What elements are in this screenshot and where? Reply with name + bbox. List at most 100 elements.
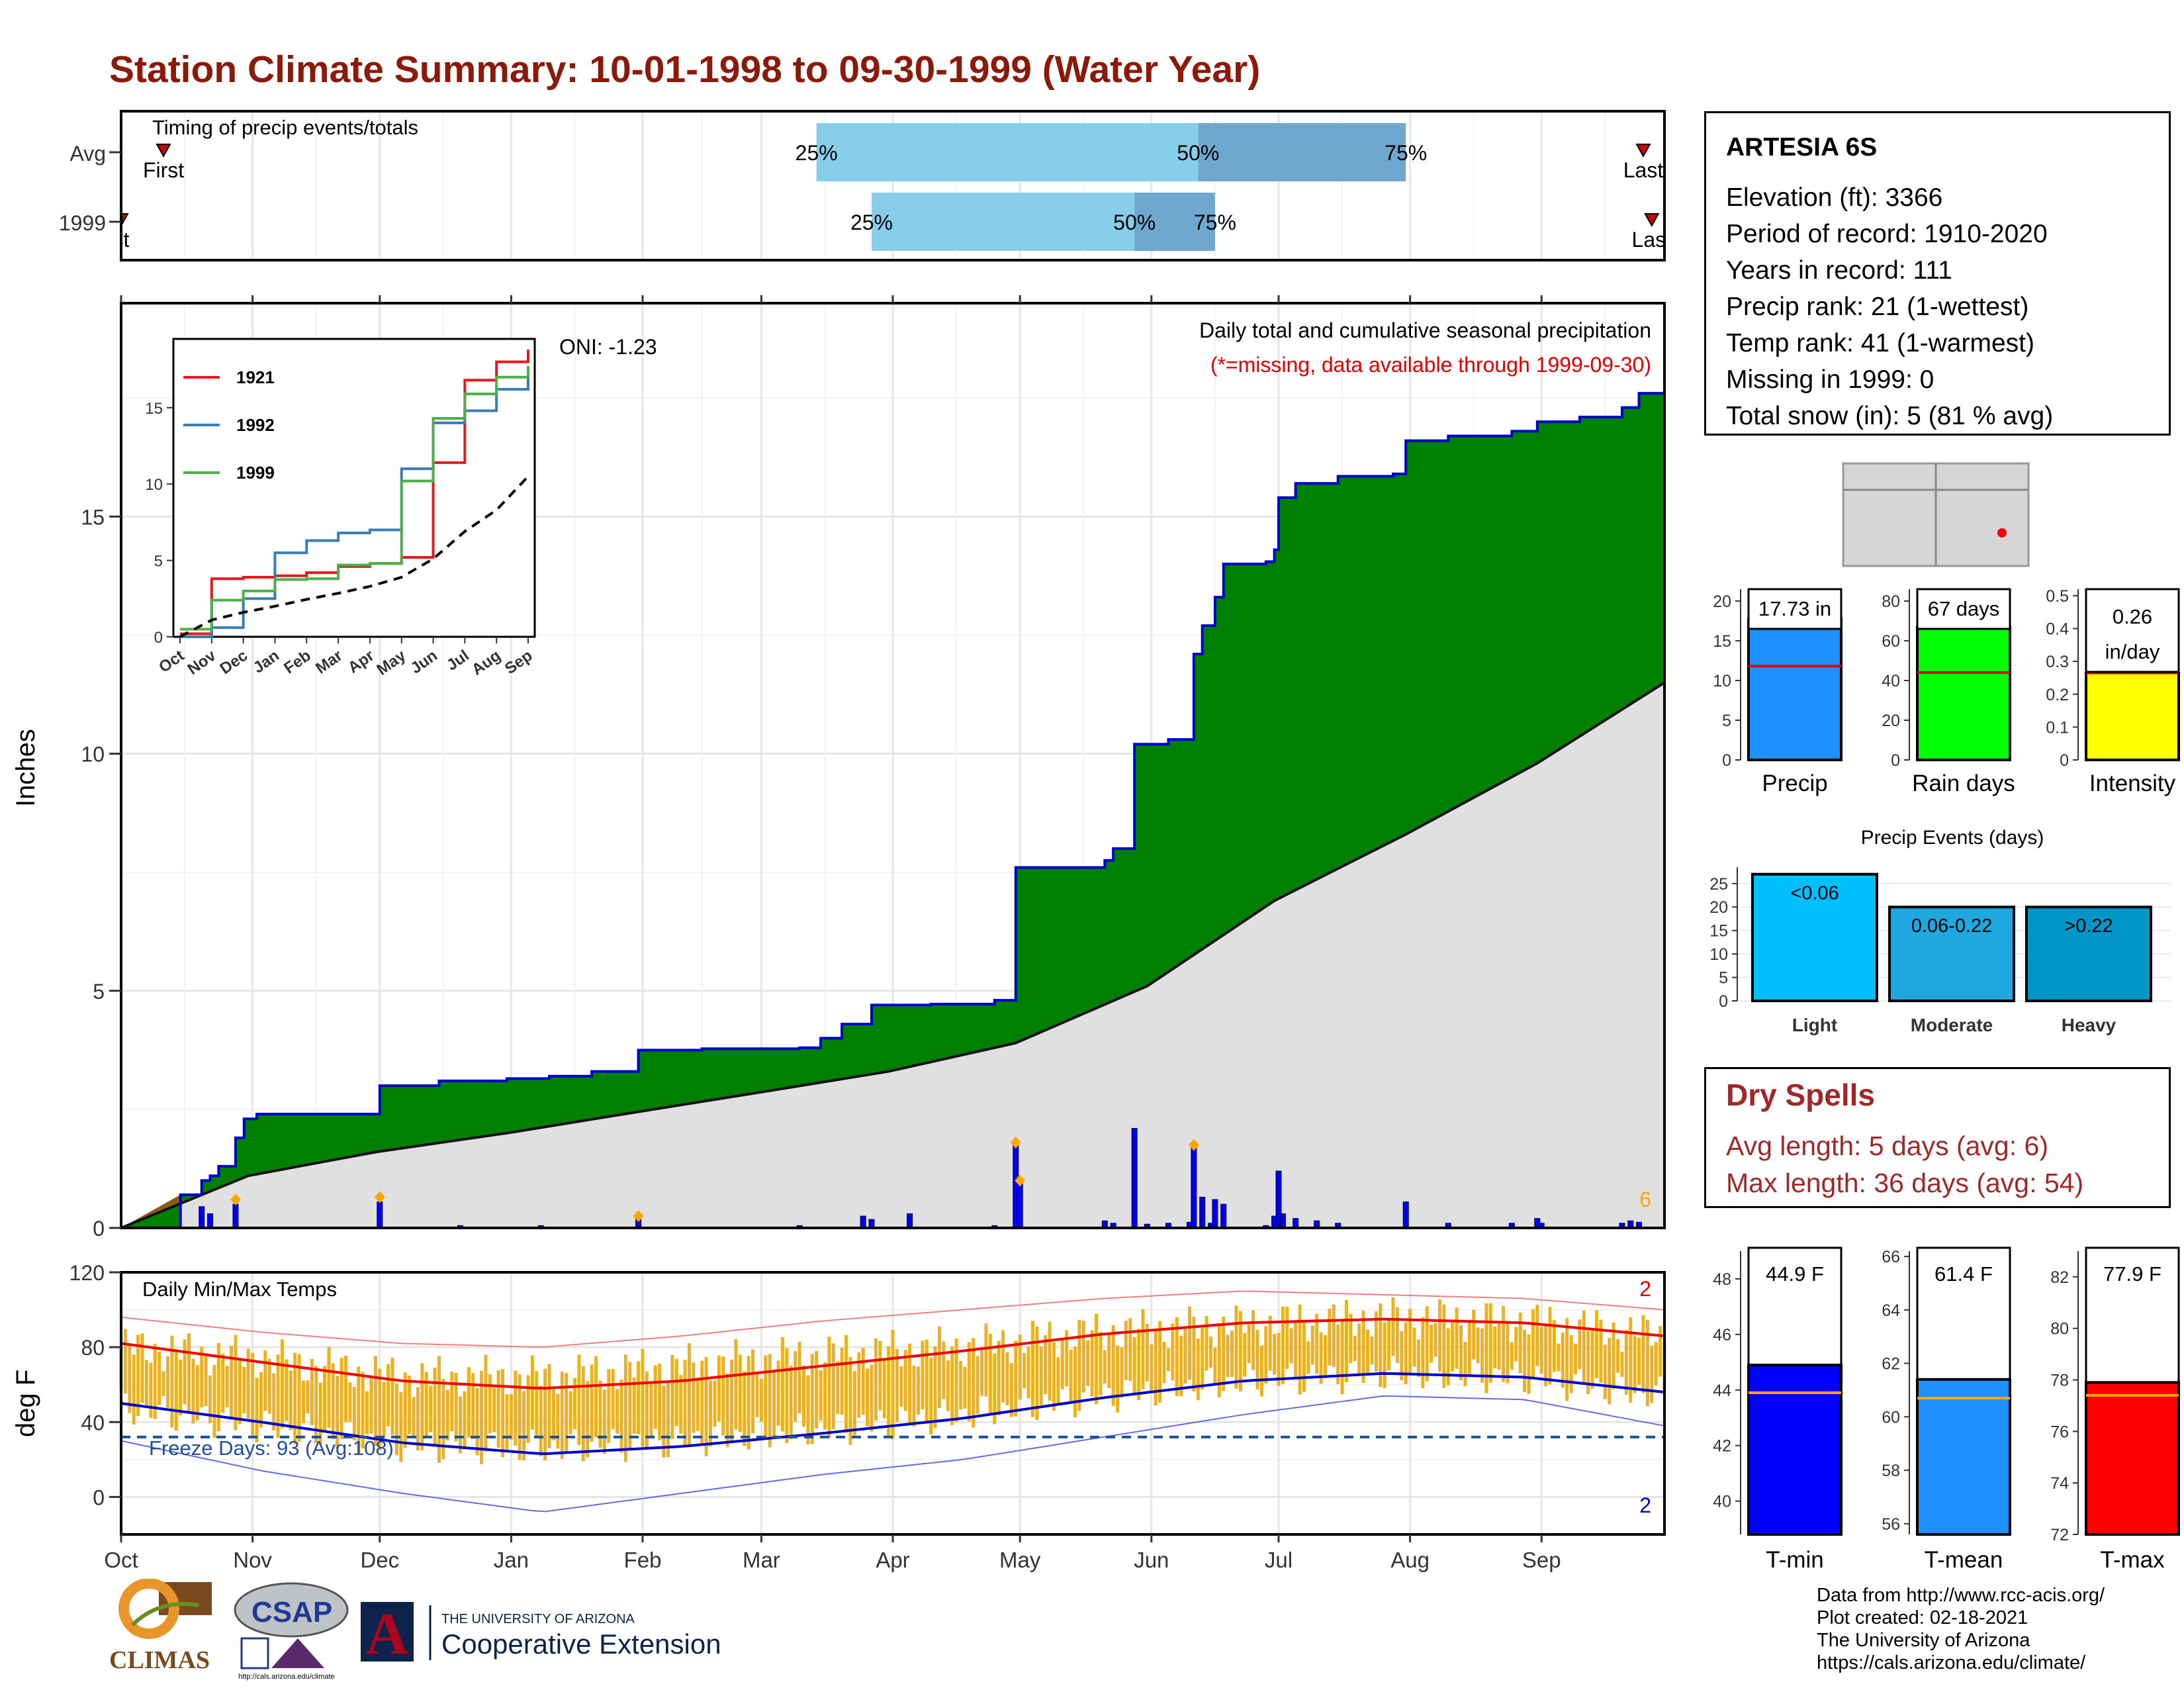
timing-1999-pct-label: 50% [1113,211,1156,234]
timing-1999-last-label: Last [1632,228,1672,252]
precip-events-bar-label: 0.06-0.22 [1911,915,1993,937]
daily-temp-bar [1222,1316,1226,1391]
daily-temp-bar [1366,1329,1370,1375]
daily-temp-bar [526,1375,530,1443]
daily-temp-bar [1476,1327,1480,1364]
daily-temp-bar [509,1393,513,1440]
temp-summary-tick-label: 46 [1713,1326,1731,1344]
daily-temp-bar [153,1343,157,1419]
daily-temp-bar [1192,1317,1196,1391]
daily-temp-bar [976,1356,979,1414]
daily-temp-bar [399,1391,403,1462]
daily-temp-bar [836,1361,840,1415]
daily-temp-bar [1594,1310,1598,1379]
daily-temp-bar [670,1355,674,1439]
daily-temp-bar [1510,1342,1514,1370]
month-axis-label: Feb [624,1548,662,1572]
daily-temp-bar [1383,1322,1387,1388]
precip-events-tick-label: 10 [1709,945,1728,964]
daily-temp-bar [1531,1309,1535,1378]
daily-temp-bar [1573,1343,1577,1375]
daily-temp-bar [471,1373,475,1440]
inset-normal-line [179,475,529,638]
daily-temp-bar [637,1361,641,1434]
daily-temp-bar [1370,1336,1374,1365]
daily-temp-bar [1442,1304,1446,1388]
daily-temp-bar [903,1350,907,1411]
daily-temp-bar [492,1387,496,1432]
inset-series-line-1992 [180,371,529,638]
precip-events-category: Moderate [1911,1015,1993,1035]
daily-temp-bar [887,1346,891,1436]
daily-temp-bar [1132,1336,1136,1395]
temp-count-bottom: 2 [1639,1493,1651,1517]
precip-surplus-area [121,387,1664,1228]
daily-temp-bar [280,1339,284,1429]
precip-count-label: 6 [1639,1188,1651,1211]
precip-events-bar [1888,906,2015,1002]
daily-temp-bar [1247,1324,1251,1364]
daily-temp-bar [285,1359,289,1421]
daily-temp-bar [1548,1307,1552,1385]
precip-deficit-area [121,1194,181,1228]
csap-logo: CSAP http://cals.arizona.edu/climate [234,1582,349,1681]
daily-precip-bar [377,1201,383,1229]
daily-temp-bar [238,1358,242,1425]
record-min-line [120,1395,1665,1513]
daily-temp-bar [734,1339,738,1430]
temp-summary-tick-label: 62 [1882,1355,1900,1374]
daily-temp-bar [912,1366,916,1427]
station-years: Years in record: 111 [1726,256,1952,285]
temp-summary-value: 77.9 F [2103,1262,2161,1286]
daily-temp-bar [522,1391,526,1461]
daily-temp-bar [815,1350,819,1429]
temp-summary-label: T-mean [1925,1547,2003,1573]
daily-temp-bar [183,1339,187,1405]
daily-temp-bar [785,1348,789,1443]
temp-summary-tick-label: 66 [1882,1248,1900,1266]
inset-legend-label: 1921 [236,367,275,387]
timing-avg-bar-25-50 [816,123,1199,181]
daily-temp-bar [348,1382,352,1422]
daily-temp-bar [997,1340,1001,1415]
daily-temp-bar [1446,1328,1450,1385]
daily-temp-bar [1044,1335,1048,1395]
daily-temp-bar [535,1371,539,1438]
station-precip-rank: Precip rank: 21 (1-wettest) [1726,293,2029,321]
daily-temp-bar [259,1372,263,1428]
summary-rain-days-bar [1916,626,2011,761]
daily-temp-bar [1243,1333,1247,1377]
daily-temp-bar [394,1383,398,1456]
daily-temp-bar [1590,1331,1594,1389]
temp-summary-label: T-max [2100,1547,2165,1573]
daily-temp-bar [1226,1335,1230,1378]
daily-temp-bar [1404,1322,1408,1385]
daily-precip-bar [1199,1196,1206,1229]
precip-events-title: Precip Events (days) [1861,827,2044,849]
daily-temp-bar [844,1335,848,1433]
daily-temp-bar [1230,1331,1234,1377]
timing-1999-pct-label: 25% [850,211,893,234]
daily-temp-bar [1502,1305,1506,1382]
daily-temp-bar [1340,1319,1344,1395]
daily-temp-bar [484,1354,488,1452]
temp-summary-tick-label: 42 [1713,1437,1731,1456]
daily-temp-bar [1023,1353,1026,1389]
daily-temp-bar [882,1358,886,1419]
daily-temp-bar [1298,1305,1302,1395]
daily-temp-bar [1650,1345,1654,1403]
daily-temp-bar [267,1358,271,1414]
daily-temp-bar [1315,1313,1319,1374]
daily-temp-bar [1421,1317,1425,1389]
daily-temp-bar [895,1348,899,1423]
daily-temp-bar [1001,1330,1005,1403]
temp-summary-value: 44.9 F [1766,1262,1824,1286]
daily-temp-bar [937,1326,941,1408]
daily-temp-bar [1273,1334,1277,1375]
daily-temp-bar [1205,1315,1208,1371]
temp-summary-bar [1916,1378,2011,1536]
daily-temp-bar [840,1347,844,1415]
precip-events-bar-label: >0.22 [2064,915,2113,937]
daily-temp-bar [1026,1346,1030,1399]
precip-y-tick-label: 5 [93,980,105,1004]
